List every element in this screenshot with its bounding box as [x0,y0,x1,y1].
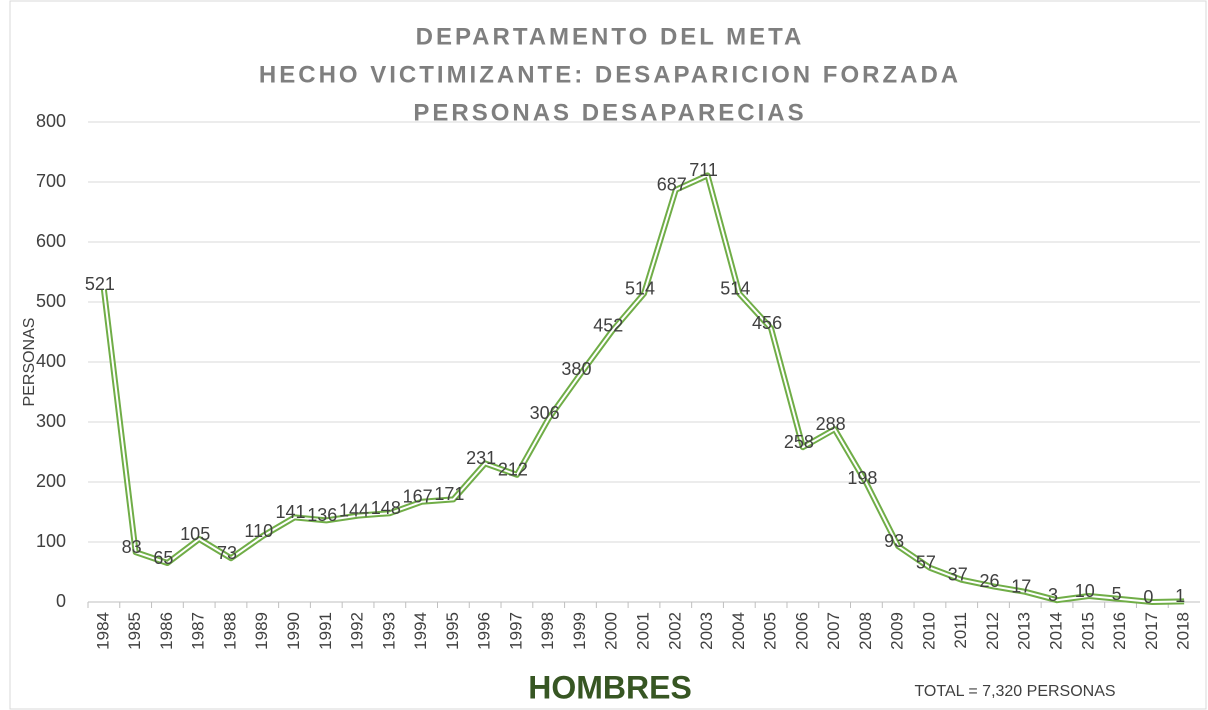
x-tick-label: 1994 [411,612,430,650]
y-tick-label: 200 [36,471,66,491]
x-tick-label: 1991 [316,612,335,650]
x-tick-label: 2013 [1015,612,1034,650]
total-note: TOTAL = 7,320 PERSONAS [914,683,1115,700]
y-tick-label: 500 [36,291,66,311]
x-tick-label: 2004 [729,612,748,650]
data-label: 144 [339,500,369,520]
y-tick-label: 800 [36,111,66,131]
y-tick-label: 0 [56,591,66,611]
data-label: 198 [847,468,877,488]
x-tick-label: 1986 [157,612,176,650]
data-label: 105 [180,524,210,544]
data-label: 521 [85,274,115,294]
x-tick-label: 1990 [284,612,303,650]
x-tick-label: 2008 [856,612,875,650]
data-label: 10 [1075,581,1095,601]
data-label: 17 [1011,577,1031,597]
x-tick-label: 2003 [697,612,716,650]
data-label: 514 [625,278,655,298]
data-label: 258 [784,432,814,452]
data-label: 456 [752,313,782,333]
data-label: 231 [466,448,496,468]
data-label: 57 [916,553,936,573]
data-label: 212 [498,460,528,480]
data-label: 73 [217,543,237,563]
x-tick-label: 2000 [602,612,621,650]
data-label: 37 [948,565,968,585]
x-tick-label: 2017 [1142,612,1161,650]
data-label: 167 [403,487,433,507]
x-tick-label: 1993 [379,612,398,650]
x-tick-label: 2005 [761,612,780,650]
x-tick-label: 1996 [475,612,494,650]
x-tick-label: 2002 [665,612,684,650]
x-tick-label: 2001 [633,612,652,650]
chart-title: HECHO VICTIMIZANTE: DESAPARICION FORZADA [259,61,961,88]
x-tick-label: 1997 [506,612,525,650]
x-tick-label: 1999 [570,612,589,650]
y-tick-label: 600 [36,231,66,251]
x-tick-label: 2006 [792,612,811,650]
data-label: 288 [816,414,846,434]
series-line-inner [102,174,1185,603]
x-tick-label: 1987 [189,612,208,650]
x-tick-label: 1995 [443,612,462,650]
y-axis-label: PERSONAS [21,318,38,407]
x-tick-label: 2016 [1110,612,1129,650]
x-tick-label: 1989 [252,612,271,650]
data-label: 452 [593,316,623,336]
series-label: HOMBRES [528,669,692,705]
data-label: 83 [122,537,142,557]
x-tick-label: 2018 [1174,612,1193,650]
y-tick-label: 400 [36,351,66,371]
data-label: 26 [979,571,999,591]
data-label: 136 [307,505,337,525]
x-tick-label: 1992 [348,612,367,650]
x-tick-label: 1988 [220,612,239,650]
data-label: 711 [689,160,718,180]
data-label: 0 [1143,587,1153,607]
x-tick-label: 2011 [951,612,970,649]
data-label: 65 [153,548,173,568]
data-label: 141 [275,502,305,522]
data-label: 1 [1175,586,1185,606]
data-label: 110 [244,521,273,541]
x-tick-label: 2007 [824,612,843,650]
data-label: 380 [561,359,591,379]
x-tick-label: 1998 [538,612,557,650]
y-tick-label: 300 [36,411,66,431]
y-tick-label: 700 [36,171,66,191]
x-tick-label: 1985 [125,612,144,650]
x-tick-label: 2014 [1047,612,1066,650]
chart-title: DEPARTAMENTO DEL META [416,23,805,50]
x-tick-label: 1984 [93,612,112,650]
data-label: 148 [371,498,401,518]
data-label: 687 [657,175,687,195]
y-tick-label: 100 [36,531,66,551]
data-label: 306 [530,403,560,423]
data-label: 514 [720,278,750,298]
x-tick-label: 2010 [919,612,938,650]
data-label: 5 [1112,584,1122,604]
x-tick-label: 2009 [888,612,907,650]
data-label: 3 [1048,585,1058,605]
x-tick-label: 2015 [1078,612,1097,650]
data-label: 171 [434,484,464,504]
data-label: 93 [884,531,904,551]
x-tick-label: 2012 [983,612,1002,650]
